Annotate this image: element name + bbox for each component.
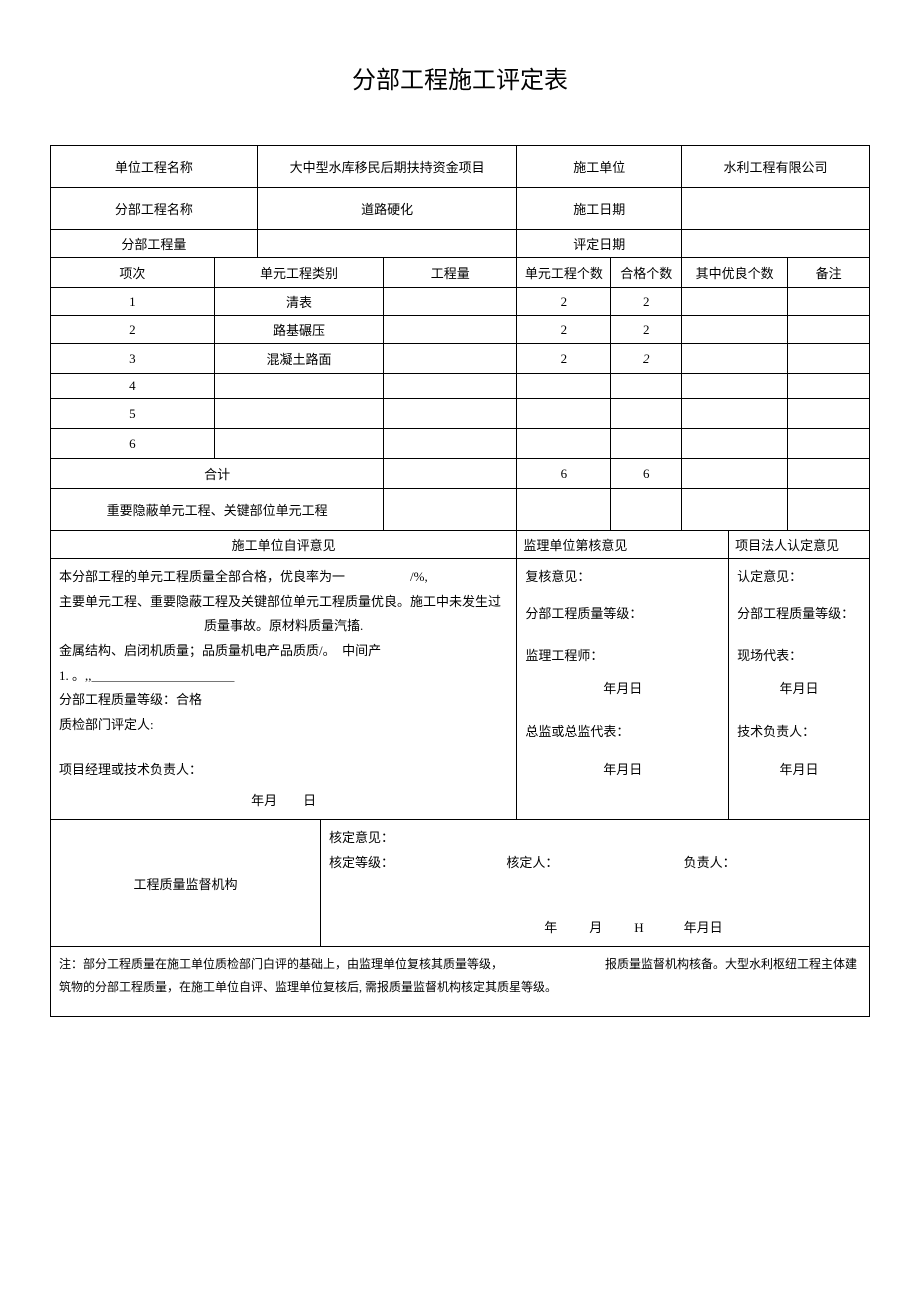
legal-opinion-header: 项目法人认定意见 (729, 531, 870, 559)
quality-org-body: 核定意见： 核定等级： 核定人： 负责人： 年 月 H 年月日 (320, 820, 869, 947)
construction-unit-label: 施工单位 (517, 146, 682, 188)
total-qty (384, 459, 517, 489)
hidden-works-row: 重要隐蔽单元工程、关键部位单元工程 (51, 489, 870, 531)
cell-qty (384, 374, 517, 399)
col-unit-type: 单元工程类别 (214, 258, 384, 288)
sub-project-qty-value (257, 230, 517, 258)
note-row: 注：部分工程质量在施工单位质检部门白评的基础上，由监理单位复核其质量等级， 报质… (51, 947, 870, 1017)
cell-seq: 4 (51, 374, 215, 399)
column-header-row: 项次 单元工程类别 工程量 单元工程个数 合格个数 其中优良个数 备注 (51, 258, 870, 288)
cell-remark (788, 399, 870, 429)
table-row: 1 清表 2 2 (51, 288, 870, 316)
self-opinion-header: 施工单位自评意见 (51, 531, 517, 559)
sub-project-qty-label: 分部工程量 (51, 230, 258, 258)
cell-seq: 3 (51, 344, 215, 374)
col-seq: 项次 (51, 258, 215, 288)
cell-count: 2 (517, 288, 611, 316)
cell-type (214, 374, 384, 399)
col-unit-count: 单元工程个数 (517, 258, 611, 288)
total-remark (788, 459, 870, 489)
cell-pass: 2 (611, 288, 682, 316)
cell-pass (611, 429, 682, 459)
cell-pass: 2 (611, 316, 682, 344)
total-label: 合计 (51, 459, 384, 489)
construction-unit-value: 水利工程有限公司 (682, 146, 870, 188)
cell-pass (611, 374, 682, 399)
cell-count: 2 (517, 344, 611, 374)
header-row-2: 分部工程名称 道路硬化 施工日期 (51, 188, 870, 230)
cell-type (214, 399, 384, 429)
cell-qty (384, 429, 517, 459)
opinion-header-row: 施工单位自评意见 监理单位第核意见 项目法人认定意见 (51, 531, 870, 559)
cell-exc (682, 399, 788, 429)
cell-qty (384, 316, 517, 344)
cell-count (517, 374, 611, 399)
cell-seq: 1 (51, 288, 215, 316)
cell-seq: 5 (51, 399, 215, 429)
total-pass: 6 (611, 459, 682, 489)
table-row: 4 (51, 374, 870, 399)
col-pass-count: 合格个数 (611, 258, 682, 288)
header-row-3: 分部工程量 评定日期 (51, 230, 870, 258)
cell-count: 2 (517, 316, 611, 344)
cell-exc (682, 288, 788, 316)
cell-remark (788, 288, 870, 316)
unit-project-name-label: 单位工程名称 (51, 146, 258, 188)
total-exc (682, 459, 788, 489)
col-qty: 工程量 (384, 258, 517, 288)
table-row: 6 (51, 429, 870, 459)
cell-qty (384, 288, 517, 316)
cell-count (517, 429, 611, 459)
total-row: 合计 6 6 (51, 459, 870, 489)
page-title: 分部工程施工评定表 (50, 60, 870, 95)
assess-date-label: 评定日期 (517, 230, 682, 258)
cell-exc (682, 429, 788, 459)
cell-remark (788, 344, 870, 374)
construction-date-value (682, 188, 870, 230)
sub-project-name-label: 分部工程名称 (51, 188, 258, 230)
cell-type (214, 429, 384, 459)
header-row-1: 单位工程名称 大中型水库移民后期扶持资金项目 施工单位 水利工程有限公司 (51, 146, 870, 188)
unit-project-name-value: 大中型水库移民后期扶持资金项目 (257, 146, 517, 188)
hidden-works-label: 重要隐蔽单元工程、关键部位单元工程 (51, 489, 384, 531)
opinion-body-row: 本分部工程的单元工程质量全部合格，优良率为一 /%, 主要单元工程、重要隐蔽工程… (51, 559, 870, 820)
cell-pass (611, 399, 682, 429)
note-text: 注：部分工程质量在施工单位质检部门白评的基础上，由监理单位复核其质量等级， 报质… (51, 947, 870, 1017)
col-remark: 备注 (788, 258, 870, 288)
table-row: 5 (51, 399, 870, 429)
cell-qty (384, 344, 517, 374)
cell-type: 路基碾压 (214, 316, 384, 344)
cell-type: 清表 (214, 288, 384, 316)
table-row: 2 路基碾压 2 2 (51, 316, 870, 344)
quality-org-row: 工程质量监督机构 核定意见： 核定等级： 核定人： 负责人： 年 月 H 年月日 (51, 820, 870, 947)
cell-seq: 6 (51, 429, 215, 459)
table-row: 3 混凝土路面 2 2 (51, 344, 870, 374)
cell-pass: 2 (611, 344, 682, 374)
cell-type: 混凝土路面 (214, 344, 384, 374)
legal-opinion-body: 认定意见： 分部工程质量等级： 现场代表： 年月日 技术负责人： 年月日 (729, 559, 870, 820)
col-excellent-count: 其中优良个数 (682, 258, 788, 288)
cell-exc (682, 344, 788, 374)
quality-org-label: 工程质量监督机构 (51, 820, 321, 947)
cell-remark (788, 429, 870, 459)
cell-qty (384, 399, 517, 429)
assess-date-value (682, 230, 870, 258)
cell-seq: 2 (51, 316, 215, 344)
cell-remark (788, 316, 870, 344)
total-count: 6 (517, 459, 611, 489)
supervisor-opinion-header: 监理单位第核意见 (517, 531, 729, 559)
sub-project-name-value: 道路硬化 (257, 188, 517, 230)
construction-date-label: 施工日期 (517, 188, 682, 230)
self-opinion-body: 本分部工程的单元工程质量全部合格，优良率为一 /%, 主要单元工程、重要隐蔽工程… (51, 559, 517, 820)
cell-exc (682, 316, 788, 344)
supervisor-opinion-body: 复核意见： 分部工程质量等级： 监理工程师： 年月日 总监或总监代表： 年月日 (517, 559, 729, 820)
assessment-table: 单位工程名称 大中型水库移民后期扶持资金项目 施工单位 水利工程有限公司 分部工… (50, 145, 870, 1017)
cell-count (517, 399, 611, 429)
cell-remark (788, 374, 870, 399)
cell-exc (682, 374, 788, 399)
